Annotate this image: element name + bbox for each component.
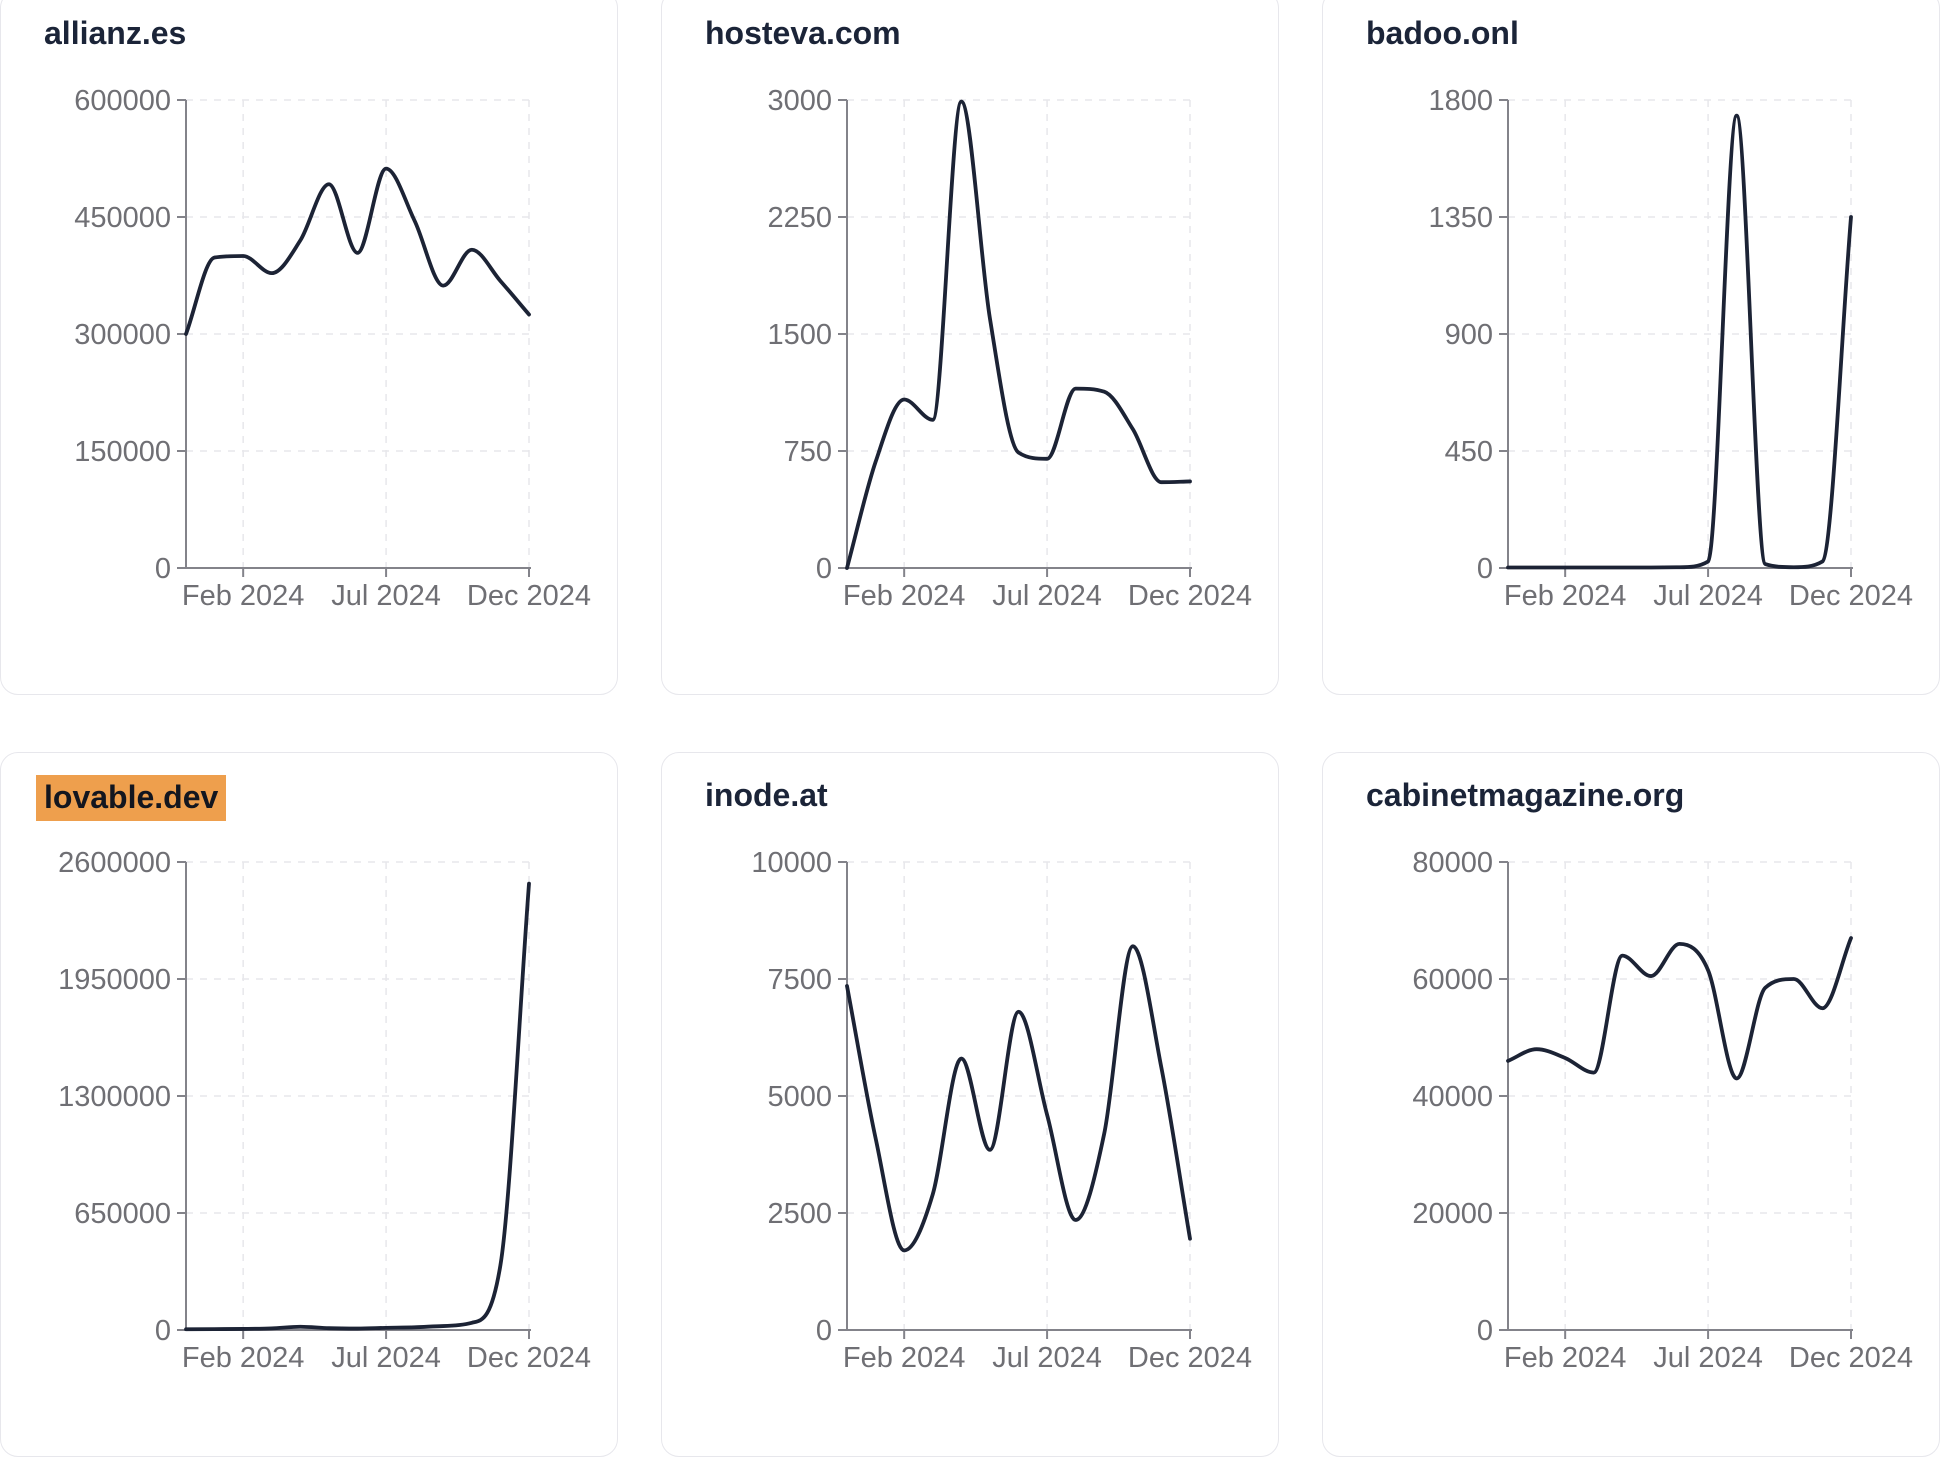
chart-card: badoo.onl 0 450 900 1350 1800 Feb 2024 Jul 202… bbox=[1322, 0, 1940, 695]
y-tick-label: 0 bbox=[1477, 553, 1493, 585]
y-tick-label: 20000 bbox=[1412, 1198, 1493, 1230]
y-tick-label: 2250 bbox=[767, 202, 832, 234]
y-tick-label: 7500 bbox=[767, 964, 832, 996]
x-tick-label: Dec 2024 bbox=[1789, 1342, 1913, 1374]
x-tick-label: Jul 2024 bbox=[992, 1342, 1102, 1374]
chart-title: inode.at bbox=[705, 775, 828, 815]
domain-name-label: inode.at bbox=[705, 777, 828, 813]
chart-title: allianz.es bbox=[44, 13, 186, 53]
series-line bbox=[184, 166, 531, 336]
chart-title: lovable.dev bbox=[36, 775, 227, 821]
y-tick-label: 1300000 bbox=[58, 1081, 171, 1113]
y-tick-label: 1500 bbox=[767, 319, 832, 351]
domain-name-label: hosteva.com bbox=[705, 15, 901, 51]
x-tick-label: Feb 2024 bbox=[182, 580, 305, 612]
chart-card: lovable.dev 0 650000 1300000 1950000 2600000… bbox=[0, 752, 618, 1457]
chart-card: inode.at 0 2500 5000 7500 10000 Feb 2024 Jul 2… bbox=[661, 752, 1279, 1457]
x-tick-label: Dec 2024 bbox=[1128, 1342, 1252, 1374]
x-tick-label: Feb 2024 bbox=[1504, 580, 1627, 612]
y-tick-label: 600000 bbox=[74, 85, 171, 117]
y-tick-label: 150000 bbox=[74, 436, 171, 468]
y-tick-label: 0 bbox=[155, 553, 171, 585]
y-tick-label: 450000 bbox=[74, 202, 171, 234]
line-chart: 0 2500 5000 7500 10000 Feb 2024 Jul 2024 Dec 20… bbox=[751, 847, 1252, 1374]
x-tick-label: Feb 2024 bbox=[843, 1342, 966, 1374]
y-tick-label: 1950000 bbox=[58, 964, 171, 996]
domain-name-label: badoo.onl bbox=[1366, 15, 1519, 51]
y-tick-label: 750 bbox=[784, 436, 832, 468]
x-tick-label: Feb 2024 bbox=[843, 580, 966, 612]
x-tick-label: Jul 2024 bbox=[331, 580, 441, 612]
line-chart: 0 450 900 1350 1800 Feb 2024 Jul 2024 Dec 2024 bbox=[1428, 85, 1913, 612]
x-tick-label: Jul 2024 bbox=[1653, 1342, 1763, 1374]
y-tick-label: 60000 bbox=[1412, 964, 1493, 996]
series-line bbox=[1506, 113, 1853, 570]
y-tick-label: 80000 bbox=[1412, 847, 1493, 879]
chart-card: allianz.es 0 150000 300000 450000 600000 Feb … bbox=[0, 0, 618, 695]
series-line bbox=[184, 881, 531, 1332]
x-tick-label: Dec 2024 bbox=[467, 1342, 591, 1374]
y-tick-label: 650000 bbox=[74, 1198, 171, 1230]
x-tick-label: Dec 2024 bbox=[1789, 580, 1913, 612]
y-tick-label: 300000 bbox=[74, 319, 171, 351]
y-tick-label: 1800 bbox=[1428, 85, 1493, 117]
domain-name-label-highlighted: lovable.dev bbox=[36, 775, 227, 821]
chart-title: badoo.onl bbox=[1366, 13, 1519, 53]
line-chart: 0 150000 300000 450000 600000 Feb 2024 Jul 202… bbox=[74, 85, 591, 612]
line-chart: 0 20000 40000 60000 80000 Feb 2024 Jul 2024 Dec… bbox=[1412, 847, 1913, 1374]
series-line bbox=[845, 99, 1192, 570]
x-tick-label: Jul 2024 bbox=[1653, 580, 1763, 612]
chart-title: cabinetmagazine.org bbox=[1366, 775, 1684, 815]
x-tick-label: Jul 2024 bbox=[331, 1342, 441, 1374]
chart-title: hosteva.com bbox=[705, 13, 901, 53]
x-tick-label: Dec 2024 bbox=[467, 580, 591, 612]
series-line bbox=[1506, 936, 1853, 1081]
x-tick-label: Feb 2024 bbox=[182, 1342, 305, 1374]
y-tick-label: 40000 bbox=[1412, 1081, 1493, 1113]
x-tick-label: Dec 2024 bbox=[1128, 580, 1252, 612]
y-tick-label: 0 bbox=[816, 1315, 832, 1347]
x-tick-label: Jul 2024 bbox=[992, 580, 1102, 612]
y-tick-label: 0 bbox=[816, 553, 832, 585]
domain-name-label: cabinetmagazine.org bbox=[1366, 777, 1685, 813]
domain-name-label: allianz.es bbox=[44, 15, 187, 51]
y-tick-label: 10000 bbox=[751, 847, 832, 879]
y-tick-label: 2600000 bbox=[58, 847, 171, 879]
y-tick-label: 3000 bbox=[767, 85, 832, 117]
y-tick-label: 2500 bbox=[767, 1198, 832, 1230]
y-tick-label: 450 bbox=[1445, 436, 1493, 468]
y-tick-label: 0 bbox=[155, 1315, 171, 1347]
y-tick-label: 5000 bbox=[767, 1081, 832, 1113]
chart-card: cabinetmagazine.org 0 20000 40000 60000 8000… bbox=[1322, 752, 1940, 1457]
line-chart: 0 650000 1300000 1950000 2600000 Feb 2024 Jul … bbox=[58, 847, 591, 1374]
chart-card: hosteva.com 0 750 1500 2250 3000 Feb 2024 Jul … bbox=[661, 0, 1279, 695]
x-tick-label: Feb 2024 bbox=[1504, 1342, 1627, 1374]
series-line bbox=[845, 944, 1192, 1253]
y-tick-label: 900 bbox=[1445, 319, 1493, 351]
y-tick-label: 0 bbox=[1477, 1315, 1493, 1347]
y-tick-label: 1350 bbox=[1428, 202, 1493, 234]
line-chart: 0 750 1500 2250 3000 Feb 2024 Jul 2024 Dec 2024 bbox=[767, 85, 1252, 612]
